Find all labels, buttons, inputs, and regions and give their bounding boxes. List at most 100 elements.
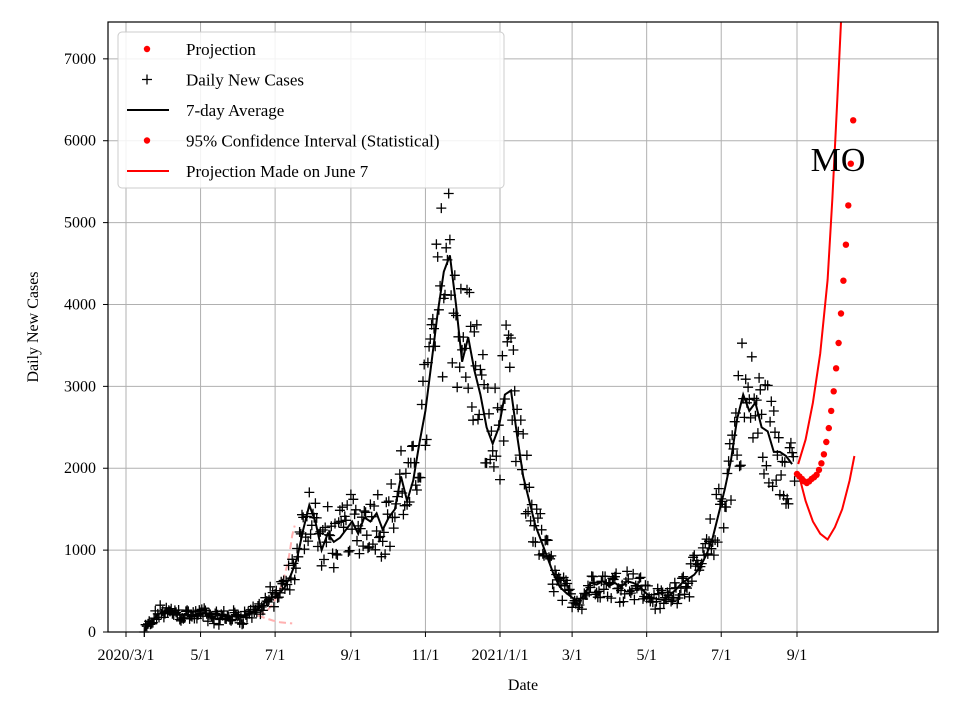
daily-case-marker xyxy=(210,608,221,619)
projection-point xyxy=(850,117,857,124)
projection-points xyxy=(793,117,857,487)
daily-case-marker xyxy=(276,576,287,587)
daily-case-marker xyxy=(155,600,166,611)
legend-label: 7-day Average xyxy=(186,101,284,120)
daily-case-marker xyxy=(441,242,452,253)
legend-label: Daily New Cases xyxy=(186,71,304,90)
daily-case-marker xyxy=(283,560,294,571)
daily-case-marker xyxy=(635,572,646,583)
daily-case-marker xyxy=(682,583,692,594)
x-tick-label: 5/1 xyxy=(636,647,656,664)
x-tick-label: 3/1 xyxy=(562,647,582,664)
plot-frame xyxy=(107,21,939,633)
daily-case-marker xyxy=(398,509,409,520)
projection-point xyxy=(840,277,847,284)
daily-case-marker xyxy=(350,504,361,515)
daily-case-marker xyxy=(733,370,744,381)
daily-case-marker xyxy=(594,586,604,597)
daily-case-marker xyxy=(305,529,316,540)
daily-case-marker xyxy=(547,579,558,590)
daily-case-marker xyxy=(678,571,689,582)
daily-case-marker xyxy=(677,573,688,584)
daily-case-marker xyxy=(415,472,426,483)
daily-case-marker xyxy=(306,520,317,531)
daily-case-marker xyxy=(734,461,745,472)
daily-case-marker xyxy=(574,600,585,610)
daily-case-marker xyxy=(515,415,526,426)
x-tick-label: 7/1 xyxy=(711,647,731,664)
daily-case-marker xyxy=(745,412,756,423)
ci-lower-line xyxy=(797,455,856,541)
daily-case-marker xyxy=(779,457,790,468)
daily-case-marker xyxy=(640,580,651,591)
y-axis-ticks: 0 1000 2000 3000 4000 5000 6000 7000 xyxy=(64,51,108,641)
daily-case-marker xyxy=(783,498,794,509)
daily-case-marker xyxy=(444,234,455,245)
x-tick-label: 2021/1/1 xyxy=(472,647,529,664)
daily-case-marker xyxy=(674,590,685,600)
daily-case-marker xyxy=(452,382,463,393)
daily-case-marker xyxy=(639,591,650,602)
daily-case-marker xyxy=(488,461,499,472)
daily-case-marker xyxy=(454,362,465,373)
daily-case-marker xyxy=(752,428,763,439)
daily-case-marker xyxy=(634,573,645,584)
daily-case-marker xyxy=(396,445,406,456)
daily-case-marker xyxy=(361,530,372,541)
daily-case-marker xyxy=(776,470,787,480)
daily-case-marker xyxy=(381,497,392,508)
daily-case-marker xyxy=(352,535,362,546)
daily-case-marker xyxy=(237,619,248,630)
daily-case-marker xyxy=(299,544,310,555)
daily-case-marker xyxy=(748,432,758,443)
daily-case-marker xyxy=(209,618,219,629)
daily-case-marker xyxy=(370,544,381,555)
daily-case-marker xyxy=(508,345,519,355)
daily-case-marker xyxy=(622,566,633,577)
daily-case-marker xyxy=(432,251,443,262)
y-tick-label: 6000 xyxy=(64,133,96,150)
daily-case-marker xyxy=(377,536,388,547)
daily-case-marker xyxy=(497,350,508,361)
daily-case-marker xyxy=(333,517,344,528)
daily-case-marker xyxy=(246,612,257,623)
y-axis-label: Daily New Cases xyxy=(25,271,42,382)
daily-case-marker xyxy=(471,319,482,330)
daily-case-marker xyxy=(437,371,448,382)
daily-case-marker xyxy=(345,489,356,500)
daily-case-marker xyxy=(484,408,494,419)
daily-case-marker xyxy=(546,550,557,561)
daily-case-marker xyxy=(679,589,690,600)
daily-case-marker xyxy=(238,618,249,629)
daily-case-marker xyxy=(564,584,575,595)
daily-case-marker xyxy=(383,496,394,507)
daily-new-cases-points xyxy=(139,188,800,637)
daily-case-marker xyxy=(490,383,501,394)
y-tick-label: 0 xyxy=(88,624,96,641)
projection-point xyxy=(832,365,840,372)
projection-point xyxy=(847,160,854,167)
projection-point xyxy=(823,438,830,446)
daily-case-marker xyxy=(411,485,422,495)
daily-case-marker xyxy=(435,280,446,291)
daily-case-marker xyxy=(743,382,754,393)
daily-case-marker xyxy=(684,591,695,602)
daily-case-marker xyxy=(344,545,355,556)
daily-case-marker xyxy=(371,526,382,536)
daily-case-marker xyxy=(474,409,485,420)
legend-box xyxy=(117,31,505,189)
daily-case-marker xyxy=(342,500,353,511)
daily-case-marker xyxy=(455,283,466,294)
daily-case-marker xyxy=(530,537,541,548)
daily-case-marker xyxy=(447,357,458,368)
daily-case-marker xyxy=(504,362,515,373)
daily-case-marker xyxy=(600,571,611,582)
daily-case-marker xyxy=(705,514,716,524)
daily-case-marker xyxy=(759,468,769,479)
legend-label: 95% Confidence Interval (Statistical) xyxy=(186,132,440,151)
daily-case-marker xyxy=(611,568,622,579)
projection-point xyxy=(815,466,823,474)
daily-case-marker xyxy=(436,203,447,214)
projection-point xyxy=(825,424,832,432)
daily-case-marker xyxy=(785,437,796,448)
